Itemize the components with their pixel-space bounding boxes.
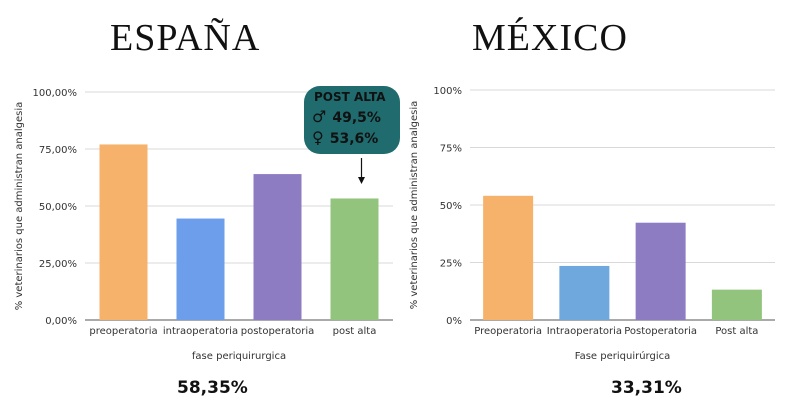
- mexico-chart: 0% 25% 50% 75% 100% Preoperatoria Intraoperato…: [409, 86, 775, 362]
- x-axis-title: Fase periquirúrgica: [575, 350, 671, 362]
- spain-panel: ESPAÑA 0,00% 25,00% 50,00% 75,00% 100,00% pre…: [14, 17, 400, 398]
- total-spain: 58,35%: [177, 378, 248, 398]
- country-title-mexico: MÉXICO: [472, 17, 628, 59]
- total-mexico: 33,31%: [611, 378, 682, 398]
- y-tick-label: 50,00%: [39, 202, 77, 213]
- bar-postoperatoria: [253, 174, 302, 320]
- x-tick-label: preoperatoria: [89, 326, 157, 337]
- y-tick-label: 25,00%: [39, 259, 77, 270]
- callout-female-row: ♀ 53,6%: [312, 128, 378, 147]
- male-symbol-icon: ♂: [312, 107, 327, 126]
- spain-chart: 0,00% 25,00% 50,00% 75,00% 100,00% preoperato…: [14, 88, 393, 362]
- bar-preoperatoria: [483, 195, 534, 320]
- callout-female-value: 53,6%: [329, 131, 379, 147]
- y-axis-title: % veterinarios que administran analgesia: [14, 102, 25, 311]
- bar-post-alta: [711, 289, 762, 320]
- x-tick-label: postoperatoria: [241, 326, 315, 337]
- female-symbol-icon: ♀: [312, 128, 324, 147]
- mexico-panel: MÉXICO 0% 25% 50% 75% 100% Preoperatoria Intra…: [400, 0, 800, 409]
- y-tick-label: 50%: [440, 201, 462, 212]
- x-tick-label: Postoperatoria: [624, 326, 697, 337]
- callout-title: POST ALTA: [314, 90, 386, 104]
- callout-arrow-head: [358, 177, 365, 184]
- bar-postoperatoria: [635, 222, 686, 320]
- bar-intraoperatoria: [176, 218, 225, 320]
- x-tick-label: Intraoperatoria: [547, 326, 622, 337]
- bar-post-alta: [330, 198, 379, 320]
- country-title-spain: ESPAÑA: [110, 17, 261, 59]
- y-tick-label: 75%: [440, 144, 462, 155]
- x-axis-title: fase periquirurgica: [192, 351, 286, 362]
- callout-male-row: ♂ 49,5%: [312, 107, 381, 126]
- y-tick-label: 0,00%: [45, 316, 77, 327]
- y-tick-label: 75,00%: [39, 145, 77, 156]
- bar-intraoperatoria: [559, 265, 610, 320]
- y-tick-label: 25%: [440, 259, 462, 270]
- x-tick-label: Post alta: [715, 326, 758, 337]
- y-tick-label: 100%: [433, 86, 462, 97]
- bar-preoperatoria: [99, 144, 148, 320]
- x-tick-label: post alta: [333, 326, 377, 337]
- callout-male-value: 49,5%: [332, 110, 381, 126]
- y-axis-title: % veterinarios que administran analgesia: [409, 101, 420, 310]
- y-tick-label: 100,00%: [33, 88, 78, 99]
- x-tick-label: Preoperatoria: [474, 326, 542, 337]
- y-tick-label: 0%: [446, 316, 462, 327]
- x-tick-label: intraoperatoria: [163, 326, 238, 337]
- post-alta-callout: POST ALTA ♂ 49,5% ♀ 53,6%: [304, 86, 400, 154]
